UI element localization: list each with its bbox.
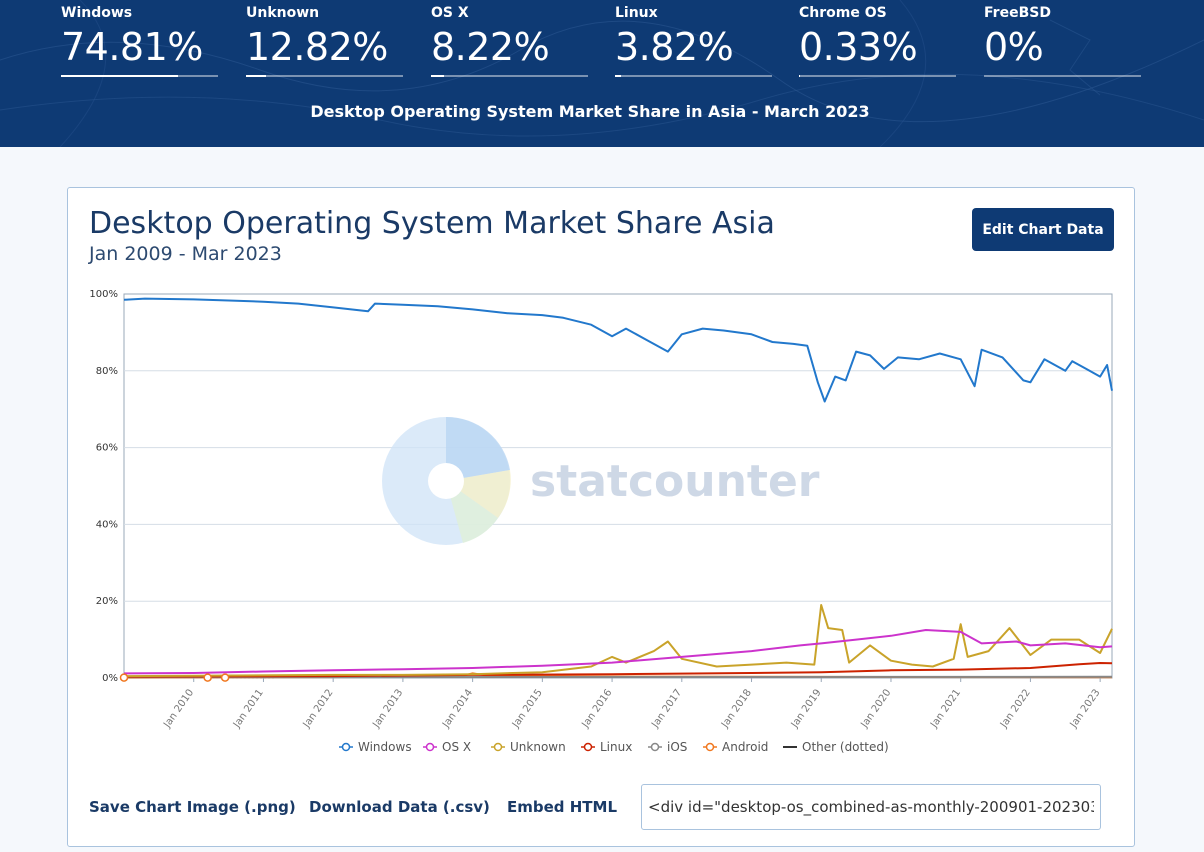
android-point-marker xyxy=(119,673,129,682)
x-tick-label: Jan 2010 xyxy=(161,687,196,730)
y-tick-label: 80% xyxy=(96,366,118,377)
stat-bar-fill xyxy=(799,75,800,77)
x-tick-label: Jan 2011 xyxy=(231,687,266,730)
x-tick-label: Jan 2018 xyxy=(719,687,754,730)
legend-marker xyxy=(650,742,660,752)
legend-label: Linux xyxy=(600,740,632,754)
legend-item: Unknown xyxy=(491,740,566,754)
chart-title: Desktop Operating System Market Share As… xyxy=(89,206,775,241)
banner-caption: Desktop Operating System Market Share in… xyxy=(310,102,870,121)
stat-chrome-os: Chrome OS 0.33% xyxy=(799,4,956,77)
y-tick-label: 60% xyxy=(96,443,118,454)
chart-subtitle: Jan 2009 - Mar 2023 xyxy=(89,243,282,265)
x-tick-label: Jan 2021 xyxy=(928,687,963,730)
stat-bar-fill xyxy=(61,75,179,77)
legend-label: OS X xyxy=(442,740,471,754)
stat-bar-fill xyxy=(431,75,444,77)
y-tick-label: 0% xyxy=(102,673,118,684)
stat-bar-track xyxy=(984,75,1141,77)
legend-label: iOS xyxy=(667,740,687,754)
series-line-windows xyxy=(123,297,1113,403)
legend-marker xyxy=(705,742,715,752)
x-tick-label: Jan 2019 xyxy=(789,687,824,730)
x-tick-label: Jan 2013 xyxy=(371,687,406,730)
world-map-background xyxy=(0,0,1204,147)
stat-unknown: Unknown 12.82% xyxy=(246,4,403,77)
legend-marker xyxy=(583,742,593,752)
legend-label: Android xyxy=(722,740,768,754)
y-tick-label: 20% xyxy=(96,596,118,607)
stat-bar-fill xyxy=(615,75,621,77)
edit-chart-data-button[interactable]: Edit Chart Data xyxy=(972,208,1114,251)
legend-label: Unknown xyxy=(510,740,566,754)
legend-marker xyxy=(425,742,435,752)
stat-percentage: 0.33% xyxy=(799,25,918,69)
embed-code-input[interactable] xyxy=(641,784,1101,830)
header-banner: Windows 74.81% Unknown 12.82% OS X 8.22%… xyxy=(0,0,1204,147)
x-tick-label: Jan 2016 xyxy=(580,687,615,730)
stat-percentage: 3.82% xyxy=(615,25,734,69)
stat-os-name: Linux xyxy=(615,5,658,21)
stat-percentage: 0% xyxy=(984,25,1044,69)
x-tick-label: Jan 2012 xyxy=(301,687,336,730)
legend-label: Windows xyxy=(358,740,412,754)
x-tick-label: Jan 2022 xyxy=(998,687,1033,730)
stat-os-name: OS X xyxy=(431,5,469,21)
stat-os-name: Chrome OS xyxy=(799,5,887,21)
embed-html-link[interactable]: Embed HTML xyxy=(507,798,618,816)
series-line-os-x xyxy=(123,629,1113,675)
series-line-unknown xyxy=(123,604,1113,678)
y-tick-label: 40% xyxy=(96,519,118,530)
statcounter-watermark: statcounter xyxy=(382,416,820,545)
stat-bar-track xyxy=(615,75,772,77)
watermark-text: statcounter xyxy=(530,456,820,507)
legend-label: Other (dotted) xyxy=(802,740,889,754)
stat-windows: Windows 74.81% xyxy=(61,4,218,77)
legend-item: Windows xyxy=(339,740,412,754)
stat-bar-track xyxy=(431,75,588,77)
stat-bar-track xyxy=(799,75,956,77)
chart-panel: Desktop Operating System Market Share As… xyxy=(67,187,1135,847)
legend-item: Android xyxy=(703,740,768,754)
android-point-marker xyxy=(220,673,230,682)
stat-linux: Linux 3.82% xyxy=(615,4,772,77)
chart-legend: Windows OS X Unknown Linux iOS Android Other (… xyxy=(339,740,889,754)
chart-series xyxy=(119,297,1113,682)
line-chart: statcounter 0% 20% 40% 60% 80% 100% Jan 2010 Ja… xyxy=(89,289,1113,754)
stat-percentage: 74.81% xyxy=(61,25,203,69)
stat-os-name: Windows xyxy=(61,5,133,21)
x-tick-label: Jan 2015 xyxy=(510,687,545,730)
x-tick-label: Jan 2020 xyxy=(859,687,894,730)
legend-item: iOS xyxy=(648,740,687,754)
legend-marker xyxy=(341,742,351,752)
stat-os-name: FreeBSD xyxy=(984,5,1051,21)
stat-os-name: Unknown xyxy=(246,5,320,21)
legend-item: Other (dotted) xyxy=(783,740,889,754)
stat-percentage: 8.22% xyxy=(431,25,550,69)
legend-item: Linux xyxy=(581,740,632,754)
save-chart-image-link[interactable]: Save Chart Image (.png) xyxy=(89,798,296,816)
stat-freebsd: FreeBSD 0% xyxy=(984,4,1141,77)
stat-osx: OS X 8.22% xyxy=(431,4,588,77)
x-tick-label: Jan 2023 xyxy=(1068,687,1103,730)
legend-item: OS X xyxy=(423,740,471,754)
y-tick-label: 100% xyxy=(89,289,118,300)
stat-bar-track xyxy=(246,75,403,77)
x-tick-label: Jan 2017 xyxy=(649,687,684,730)
android-point-marker xyxy=(203,673,212,682)
stat-bar-track xyxy=(61,75,218,77)
stat-bar-fill xyxy=(246,75,267,77)
download-data-link[interactable]: Download Data (.csv) xyxy=(309,798,490,816)
legend-marker xyxy=(493,742,503,752)
x-tick-label: Jan 2014 xyxy=(440,687,475,730)
stat-percentage: 12.82% xyxy=(246,25,388,69)
